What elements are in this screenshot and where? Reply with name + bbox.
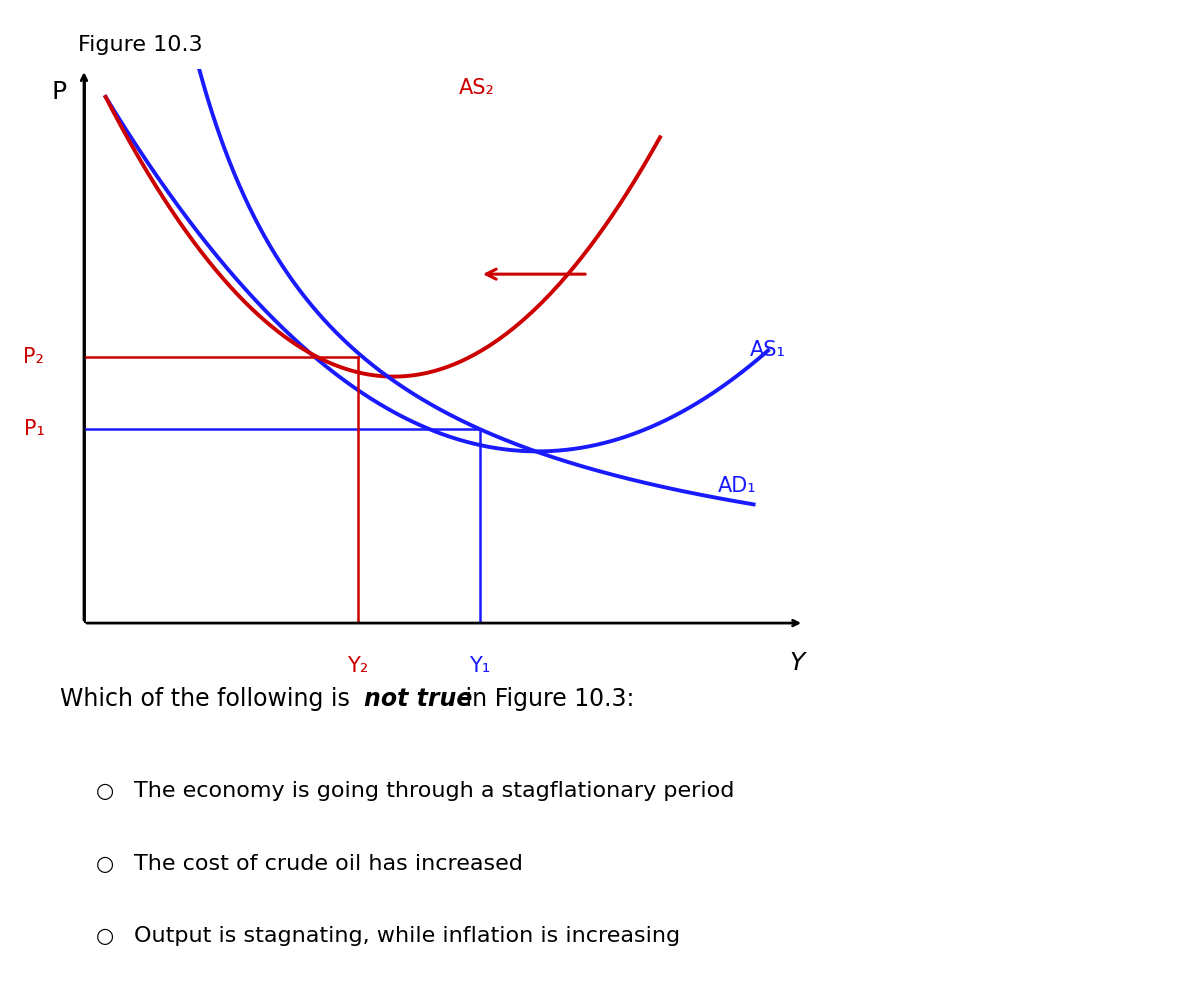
Text: P₂: P₂ <box>24 347 44 367</box>
Text: Y₁: Y₁ <box>469 657 491 676</box>
Text: P: P <box>52 80 66 104</box>
Text: AS₁: AS₁ <box>750 340 786 360</box>
Text: P₁: P₁ <box>24 419 44 439</box>
Text: Figure 10.3: Figure 10.3 <box>78 35 203 54</box>
Text: The economy is going through a stagflationary period: The economy is going through a stagflati… <box>134 781 734 801</box>
Text: Y₂: Y₂ <box>347 657 368 676</box>
Text: Y: Y <box>790 651 804 674</box>
Text: AD₁: AD₁ <box>718 476 756 495</box>
Text: ○: ○ <box>96 854 114 873</box>
Text: AS₂: AS₂ <box>458 77 494 98</box>
Text: ○: ○ <box>96 781 114 801</box>
Text: in Figure 10.3:: in Figure 10.3: <box>458 687 635 711</box>
Text: not true: not true <box>364 687 472 711</box>
Text: ○: ○ <box>96 926 114 945</box>
Text: Which of the following is: Which of the following is <box>60 687 358 711</box>
Text: The cost of crude oil has increased: The cost of crude oil has increased <box>134 854 523 873</box>
Text: Output is stagnating, while inflation is increasing: Output is stagnating, while inflation is… <box>134 926 680 945</box>
